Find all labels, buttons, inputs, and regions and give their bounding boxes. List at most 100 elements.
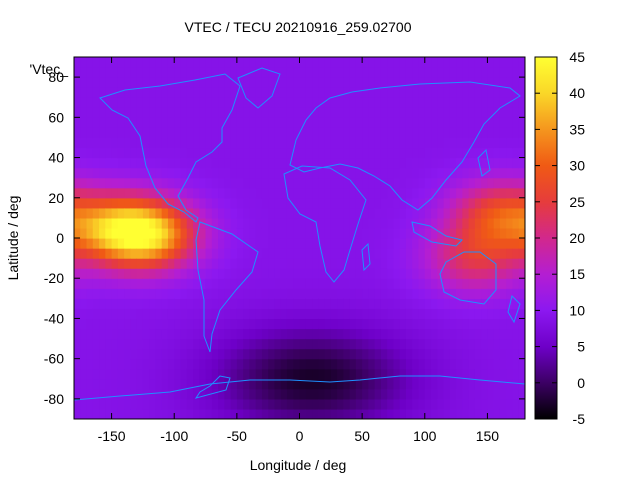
heatmap-cell	[487, 258, 495, 269]
heatmap-cell	[431, 328, 438, 340]
heatmap-cell	[349, 248, 357, 259]
heatmap-cell	[393, 378, 401, 390]
heatmap-cell	[117, 177, 125, 189]
heatmap-cell	[443, 187, 451, 199]
heatmap-cell	[343, 87, 351, 98]
heatmap-cell	[230, 227, 238, 239]
heatmap-cell	[374, 298, 382, 309]
heatmap-cell	[312, 87, 319, 98]
heatmap-cell	[249, 127, 257, 139]
heatmap-cell	[199, 67, 207, 78]
heatmap-cell	[268, 318, 276, 330]
heatmap-cell	[161, 308, 169, 320]
heatmap-cell	[230, 137, 238, 149]
heatmap-cell	[149, 77, 157, 88]
heatmap-cell	[161, 338, 169, 350]
heatmap-cell	[174, 127, 182, 139]
heatmap-cell	[161, 238, 169, 249]
heatmap-cell	[449, 378, 457, 390]
heatmap-cell	[481, 107, 489, 118]
heatmap-cell	[393, 348, 401, 360]
heatmap-cell	[462, 207, 470, 219]
heatmap-cell	[167, 258, 175, 269]
heatmap-cell	[92, 348, 100, 360]
heatmap-cell	[399, 398, 407, 410]
heatmap-cell	[211, 227, 219, 239]
heatmap-cell	[518, 318, 525, 330]
heatmap-cell	[74, 97, 81, 108]
heatmap-cell	[211, 388, 219, 400]
heatmap-cell	[468, 388, 476, 400]
heatmap-cell	[349, 147, 357, 159]
heatmap-cell	[218, 308, 225, 320]
heatmap-cell	[431, 67, 438, 78]
heatmap-cell	[92, 408, 100, 419]
heatmap-cell	[74, 298, 81, 309]
heatmap-cell	[99, 258, 106, 269]
heatmap-cell	[399, 77, 407, 88]
heatmap-cell	[380, 398, 388, 410]
heatmap-cell	[443, 147, 451, 159]
heatmap-cell	[286, 408, 294, 419]
heatmap-cell	[105, 97, 113, 108]
heatmap-cell	[268, 308, 276, 320]
heatmap-cell	[418, 368, 426, 380]
heatmap-cell	[424, 77, 432, 88]
heatmap-cell	[393, 308, 401, 320]
heatmap-cell	[449, 348, 457, 360]
heatmap-cell	[124, 298, 131, 309]
heatmap-cell	[149, 117, 157, 128]
heatmap-cell	[305, 227, 313, 239]
heatmap-cell	[474, 227, 482, 239]
heatmap-cell	[149, 398, 157, 410]
heatmap-cell	[343, 258, 351, 269]
heatmap-cell	[393, 338, 401, 350]
heatmap-cell	[174, 268, 182, 279]
heatmap-cell	[318, 157, 326, 169]
heatmap-cell	[280, 107, 288, 118]
heatmap-cell	[180, 117, 188, 128]
heatmap-cell	[424, 398, 432, 410]
heatmap-cell	[261, 388, 269, 400]
heatmap-cell	[418, 177, 426, 189]
heatmap-cell	[161, 117, 169, 128]
heatmap-cell	[456, 107, 463, 118]
heatmap-cell	[518, 238, 525, 249]
heatmap-cell	[431, 338, 438, 350]
heatmap-cell	[380, 147, 388, 159]
heatmap-cell	[161, 77, 169, 88]
heatmap-cell	[255, 107, 263, 118]
heatmap-cell	[130, 368, 138, 380]
heatmap-cell	[105, 217, 113, 229]
heatmap-cell	[481, 338, 489, 350]
heatmap-cell	[362, 318, 369, 330]
heatmap-cell	[99, 238, 106, 249]
heatmap-cell	[261, 368, 269, 380]
heatmap-cell	[462, 127, 470, 139]
heatmap-cell	[80, 348, 88, 360]
heatmap-cell	[374, 328, 382, 340]
heatmap-cell	[324, 308, 332, 320]
heatmap-cell	[368, 147, 376, 159]
heatmap-cell	[224, 338, 232, 350]
heatmap-cell	[280, 258, 288, 269]
heatmap-cell	[199, 318, 207, 330]
heatmap-cell	[418, 117, 426, 128]
heatmap-cell	[299, 398, 307, 410]
heatmap-cell	[518, 97, 525, 108]
heatmap-cell	[274, 408, 282, 419]
heatmap-cell	[193, 318, 200, 330]
heatmap-cell	[186, 328, 194, 340]
heatmap-cell	[380, 388, 388, 400]
heatmap-cell	[236, 298, 244, 309]
heatmap-cell	[330, 288, 338, 299]
heatmap-cell	[249, 238, 257, 249]
heatmap-cell	[280, 248, 288, 259]
heatmap-cell	[405, 227, 413, 239]
heatmap-cell	[211, 338, 219, 350]
heatmap-cell	[387, 137, 395, 149]
heatmap-cell	[261, 177, 269, 189]
heatmap-cell	[142, 77, 150, 88]
heatmap-cell	[186, 268, 194, 279]
heatmap-cell	[286, 238, 294, 249]
